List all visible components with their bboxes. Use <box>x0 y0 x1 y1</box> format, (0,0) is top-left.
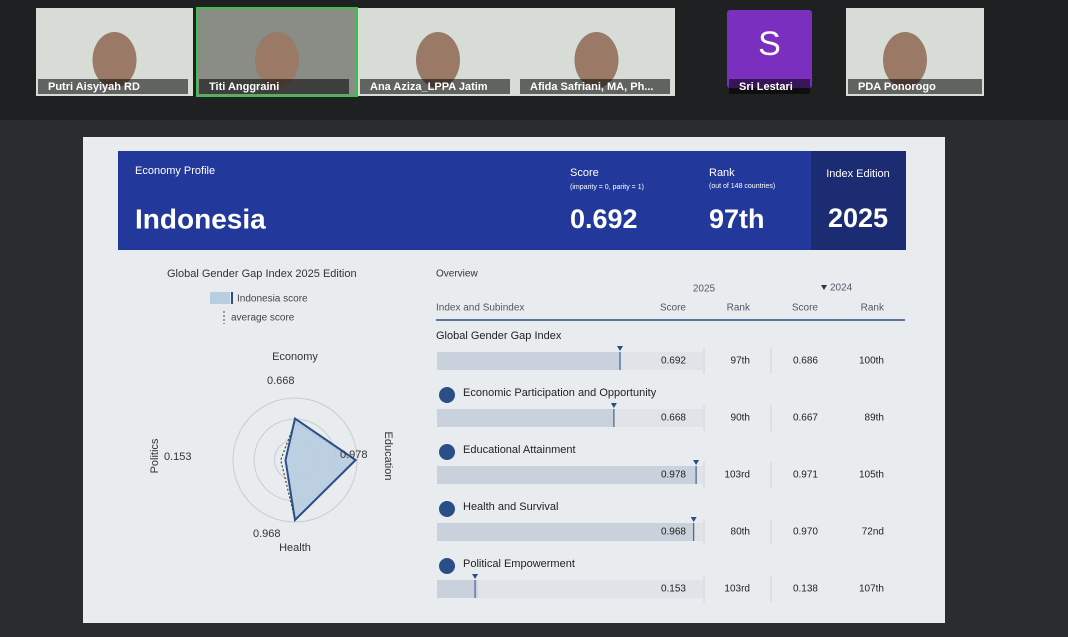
radar-title: Global Gender Gap Index 2025 Edition <box>167 268 357 280</box>
average-triangle <box>693 460 700 465</box>
person <box>574 32 619 88</box>
row-name: Global Gender Gap Index <box>436 330 562 342</box>
person <box>883 32 927 88</box>
participant-name: Ana Aziza_LPPA Jatim <box>370 81 488 93</box>
score-prev: 0.138 <box>793 584 818 595</box>
rank-prev: 100th <box>859 356 884 367</box>
profile-label: Economy Profile <box>135 165 215 177</box>
score-bar <box>437 409 615 427</box>
legend-label: average score <box>231 313 295 324</box>
edition-box <box>811 151 906 250</box>
score: 0.692 <box>661 356 686 367</box>
rank: 97th <box>709 204 765 234</box>
participant-name: Putri Aisyiyah RD <box>48 81 140 93</box>
edition: 2025 <box>828 203 888 233</box>
radar-axis-label: Health <box>279 542 311 554</box>
average-triangle <box>617 346 624 351</box>
score: 0.978 <box>661 470 686 481</box>
score-bar <box>437 352 622 370</box>
rank: 80th <box>731 527 750 538</box>
radar-value: 0.153 <box>164 451 192 463</box>
name-bg <box>848 79 982 94</box>
score-prev: 0.667 <box>793 413 818 424</box>
row-name: Economic Participation and Opportunity <box>463 387 657 399</box>
score-bar <box>437 523 695 541</box>
participant-name: Sri Lestari <box>739 81 793 93</box>
rank: 90th <box>731 413 750 424</box>
score-label: Score <box>570 167 599 179</box>
score: 0.668 <box>661 413 686 424</box>
person <box>92 32 137 88</box>
name-bg <box>360 79 510 94</box>
avatar-letter: S <box>758 25 781 63</box>
rank: 103rd <box>724 470 750 481</box>
row-icon <box>439 444 455 460</box>
row-icon <box>439 387 455 403</box>
person <box>416 32 460 88</box>
radar-axis-label: Politics <box>149 438 161 473</box>
column-header: Rank <box>727 303 751 314</box>
radar-value: 0.978 <box>340 449 368 461</box>
participant-name: Titi Anggraini <box>209 81 279 93</box>
rank-prev: 89th <box>865 413 884 424</box>
country: Indonesia <box>135 203 266 234</box>
year-current: 2025 <box>693 284 716 295</box>
name-bg <box>38 79 188 94</box>
row-name: Educational Attainment <box>463 444 576 456</box>
row-icon <box>439 501 455 517</box>
score-note: (imparity = 0, parity = 1) <box>570 184 644 191</box>
average-triangle <box>472 574 479 579</box>
person <box>255 32 299 88</box>
name-bg <box>199 79 349 94</box>
year-previous: 2024 <box>830 283 853 294</box>
name-bg <box>520 79 670 94</box>
score-prev: 0.971 <box>793 470 818 481</box>
column-header: Score <box>660 303 687 314</box>
radar-value: 0.968 <box>253 528 281 540</box>
avatar-tile <box>727 10 812 88</box>
rank-prev: 105th <box>859 470 884 481</box>
radar-value: 0.668 <box>267 375 295 387</box>
edition-label: Index Edition <box>826 168 890 180</box>
score-bar <box>437 466 698 484</box>
name-bg <box>729 79 810 94</box>
header-band <box>118 151 906 250</box>
overview-title: Overview <box>436 269 478 280</box>
score: 0.692 <box>570 204 638 234</box>
row-icon <box>439 558 455 574</box>
score: 0.153 <box>661 584 686 595</box>
rank-label: Rank <box>709 167 735 179</box>
column-header: Rank <box>861 303 885 314</box>
bar-track <box>437 580 703 598</box>
legend-swatch <box>210 292 230 304</box>
score-prev: 0.970 <box>793 527 818 538</box>
radar-axis-label: Economy <box>272 351 318 363</box>
rank-prev: 72nd <box>862 527 884 538</box>
radar-axis-label: Education <box>382 432 394 481</box>
rank: 103rd <box>724 584 750 595</box>
score: 0.968 <box>661 527 686 538</box>
score-prev: 0.686 <box>793 356 818 367</box>
column-header: Index and Subindex <box>436 303 524 314</box>
rank-note: (out of 148 countries) <box>709 183 775 190</box>
average-triangle <box>610 403 617 408</box>
row-name: Political Empowerment <box>463 558 575 570</box>
radar-average <box>280 421 356 521</box>
participant-name: PDA Ponorogo <box>858 81 936 93</box>
row-name: Health and Survival <box>463 501 558 513</box>
legend-label: Indonesia score <box>237 294 308 305</box>
participant-name: Afida Safriani, MA, Ph... <box>530 81 653 93</box>
arrow-icon <box>821 285 827 290</box>
average-triangle <box>690 517 697 522</box>
rank: 97th <box>731 356 750 367</box>
column-header: Score <box>792 303 819 314</box>
radar-area <box>284 416 358 523</box>
score-bar <box>437 580 478 598</box>
rank-prev: 107th <box>859 584 884 595</box>
